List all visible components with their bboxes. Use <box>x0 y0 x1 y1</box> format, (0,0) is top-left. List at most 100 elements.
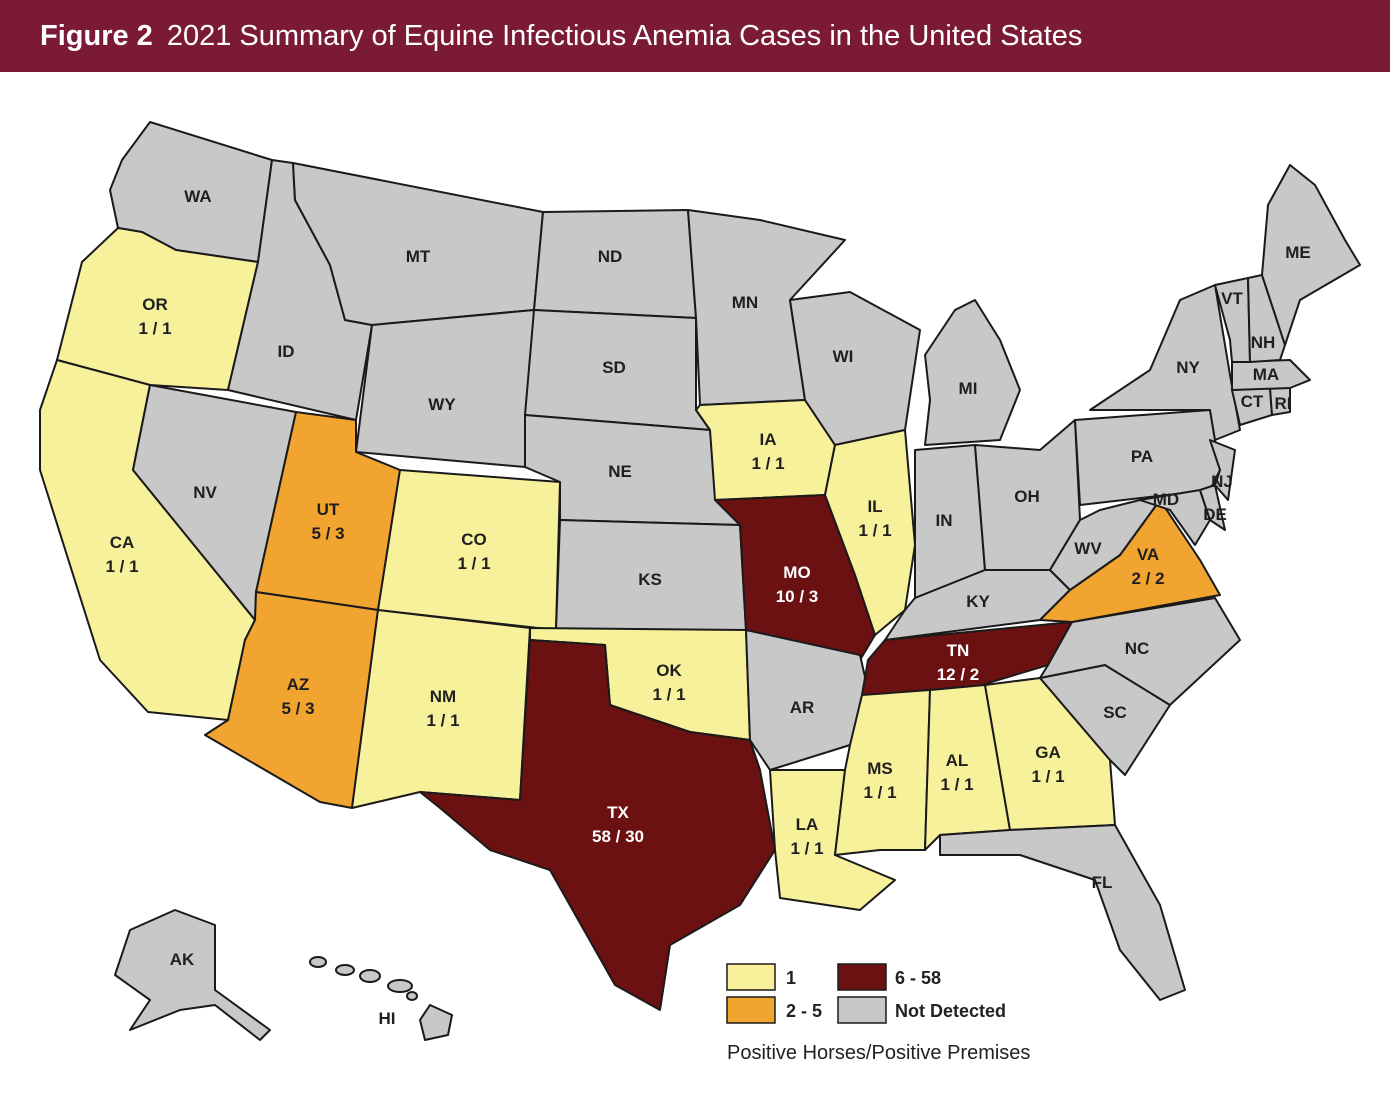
value-MO: 10 / 3 <box>776 587 819 606</box>
label-NE: NE <box>608 462 632 481</box>
state-FL[interactable] <box>939 824 1186 1001</box>
label-FL: FL <box>1092 873 1113 892</box>
legend-swatch-6-58 <box>837 963 887 991</box>
state-MI[interactable] <box>924 299 1021 446</box>
label-MI: MI <box>959 379 978 398</box>
state-NH[interactable] <box>1247 274 1286 363</box>
value-UT: 5 / 3 <box>311 524 344 543</box>
figure-label: Figure 2 <box>40 19 153 52</box>
value-IL: 1 / 1 <box>858 521 891 540</box>
value-NM: 1 / 1 <box>426 711 459 730</box>
state-labels: WA OR 1 / 1 CA 1 / 1 ID NV MT WY UT 5 / … <box>105 187 1310 1028</box>
label-OK: OK <box>656 661 682 680</box>
state-VT[interactable] <box>1214 277 1251 363</box>
label-HI: HI <box>379 1009 396 1028</box>
label-IL: IL <box>867 497 882 516</box>
label-VA: VA <box>1137 545 1159 564</box>
label-ND: ND <box>598 247 623 266</box>
state-WY[interactable] <box>355 309 535 468</box>
label-ID: ID <box>278 342 295 361</box>
label-MA: MA <box>1253 365 1279 384</box>
us-map: WA OR 1 / 1 CA 1 / 1 ID NV MT WY UT 5 / … <box>39 121 1361 1041</box>
value-CA: 1 / 1 <box>105 557 138 576</box>
state-NY[interactable] <box>1089 284 1241 441</box>
label-AR: AR <box>790 698 815 717</box>
label-WI: WI <box>833 347 854 366</box>
value-AZ: 5 / 3 <box>281 699 314 718</box>
value-VA: 2 / 2 <box>1131 569 1164 588</box>
label-MD: MD <box>1153 490 1179 509</box>
state-HI[interactable] <box>309 956 453 1041</box>
label-TX: TX <box>607 803 629 822</box>
label-UT: UT <box>317 500 340 519</box>
value-CO: 1 / 1 <box>457 554 490 573</box>
label-CT: CT <box>1241 392 1264 411</box>
state-GA[interactable] <box>984 677 1116 831</box>
label-RI: RI <box>1275 394 1292 413</box>
state-IL[interactable] <box>824 429 916 636</box>
state-NJ[interactable] <box>1209 439 1236 501</box>
label-NM: NM <box>430 687 456 706</box>
legend-label-not-detected: Not Detected <box>895 1001 1006 1021</box>
value-TN: 12 / 2 <box>937 665 980 684</box>
value-GA: 1 / 1 <box>1031 767 1064 786</box>
value-TX: 58 / 30 <box>592 827 644 846</box>
label-NJ: NJ <box>1211 472 1233 491</box>
state-TX[interactable] <box>419 639 776 1011</box>
state-MD[interactable] <box>1139 489 1211 546</box>
label-NH: NH <box>1251 333 1276 352</box>
label-KS: KS <box>638 570 662 589</box>
label-IA: IA <box>760 430 777 449</box>
label-CO: CO <box>461 530 487 549</box>
value-AL: 1 / 1 <box>940 775 973 794</box>
value-IA: 1 / 1 <box>751 454 784 473</box>
value-OR: 1 / 1 <box>138 319 171 338</box>
label-OH: OH <box>1014 487 1040 506</box>
state-ME[interactable] <box>1261 164 1361 346</box>
label-KY: KY <box>966 592 990 611</box>
state-PA[interactable] <box>1074 409 1221 506</box>
label-NY: NY <box>1176 358 1200 377</box>
label-AZ: AZ <box>287 675 310 694</box>
value-LA: 1 / 1 <box>790 839 823 858</box>
label-MO: MO <box>783 563 810 582</box>
value-OK: 1 / 1 <box>652 685 685 704</box>
state-shapes <box>39 121 1361 1041</box>
label-AL: AL <box>946 751 969 770</box>
label-MS: MS <box>867 759 893 778</box>
label-WY: WY <box>428 395 456 414</box>
label-MN: MN <box>732 293 758 312</box>
state-NM[interactable] <box>351 609 531 809</box>
label-WV: WV <box>1074 539 1102 558</box>
value-MS: 1 / 1 <box>863 783 896 802</box>
state-AK[interactable] <box>114 909 271 1041</box>
figure-banner: Figure 2 2021 Summary of Equine Infectio… <box>0 0 1390 72</box>
state-CO[interactable] <box>377 469 561 631</box>
label-GA: GA <box>1035 743 1061 762</box>
figure-title: 2021 Summary of Equine Infectious Anemia… <box>166 19 1083 52</box>
label-SD: SD <box>602 358 626 377</box>
legend: 1 2 - 5 6 - 58 Not Detected <box>726 963 1006 1024</box>
label-SC: SC <box>1103 703 1127 722</box>
label-DE: DE <box>1203 505 1227 524</box>
legend-label-6-58: 6 - 58 <box>895 968 941 988</box>
label-VT: VT <box>1221 289 1243 308</box>
label-AK: AK <box>170 950 195 969</box>
label-IN: IN <box>936 511 953 530</box>
footnote: Positive Horses/Positive Premises <box>727 1042 1031 1064</box>
label-ME: ME <box>1285 243 1311 262</box>
label-NC: NC <box>1125 639 1150 658</box>
legend-swatch-2-5 <box>726 996 776 1024</box>
label-NV: NV <box>193 483 217 502</box>
label-CA: CA <box>110 533 135 552</box>
legend-swatch-not-detected <box>837 996 887 1024</box>
label-WA: WA <box>184 187 211 206</box>
legend-swatch-1 <box>726 963 776 991</box>
legend-label-1: 1 <box>786 968 796 988</box>
label-PA: PA <box>1131 447 1153 466</box>
legend-label-2-5: 2 - 5 <box>786 1001 822 1021</box>
label-OR: OR <box>142 295 168 314</box>
label-MT: MT <box>406 247 431 266</box>
state-DE[interactable] <box>1199 484 1226 531</box>
label-LA: LA <box>796 815 819 834</box>
